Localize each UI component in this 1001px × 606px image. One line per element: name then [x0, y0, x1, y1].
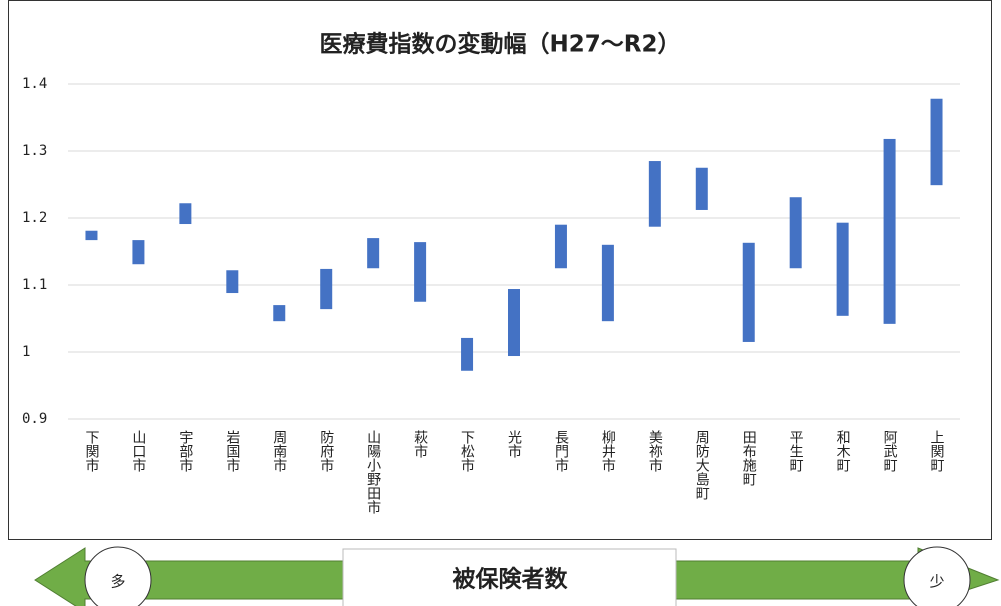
range-bar: [789, 197, 802, 269]
chart-title: 医療費指数の変動幅（H27〜R2）: [320, 31, 681, 58]
x-tick-label: 和木町: [835, 430, 851, 472]
range-bar: [695, 167, 708, 210]
range-bar: [461, 337, 474, 371]
y-tick-label: 1.1: [22, 277, 47, 293]
y-tick-label: 1.3: [22, 143, 47, 159]
x-tick-label: 山口市: [130, 430, 146, 472]
range-bar: [179, 203, 192, 225]
x-tick-label: 周防大島町: [694, 430, 710, 500]
x-tick-label: 宇部市: [177, 430, 193, 472]
x-tick-label: 下関市: [83, 430, 99, 472]
range-bar: [883, 138, 896, 324]
range-bar: [508, 289, 520, 357]
range-bar: [554, 224, 567, 269]
x-tick-label: 長門市: [553, 430, 569, 472]
x-tick-label: 阿武町: [882, 430, 898, 472]
range-bar: [273, 305, 286, 322]
y-tick-label: 0.9: [22, 411, 47, 427]
range-bar: [601, 244, 614, 322]
axis-label: 被保険者数: [453, 566, 569, 593]
x-tick-label: 山陽小野田市: [365, 430, 381, 514]
range-bar: [930, 98, 943, 186]
range-bar: [836, 222, 849, 316]
right-label: 少: [929, 573, 944, 591]
y-tick-label: 1.4: [22, 76, 47, 92]
x-tick-label: 下松市: [459, 430, 475, 472]
axis-label-box: [342, 548, 677, 606]
x-tick-label: 周南市: [271, 430, 287, 472]
y-tick-label: 1.2: [22, 210, 47, 226]
left-label: 多: [110, 573, 125, 591]
few-circle: [903, 546, 971, 606]
x-tick-label: 岩国市: [224, 430, 240, 472]
chart-frame: [8, 0, 992, 540]
x-tick-label: 柳井市: [600, 429, 616, 472]
range-bar: [742, 242, 755, 342]
range-bar: [367, 238, 380, 269]
x-tick-label: 田布施町: [741, 430, 757, 486]
range-bar: [132, 240, 145, 265]
range-bar: [414, 242, 427, 302]
x-tick-label: 防府市: [318, 430, 334, 472]
many-circle: [84, 546, 152, 606]
x-tick-label: 平生町: [788, 430, 804, 472]
x-tick-label: 光市: [506, 430, 522, 458]
range-bar: [648, 161, 661, 227]
x-tick-label: 上関町: [929, 430, 945, 472]
range-bar: [320, 268, 333, 310]
x-tick-label: 萩市: [412, 430, 428, 458]
x-tick-label: 美祢市: [647, 430, 663, 472]
range-bar: [226, 270, 239, 294]
range-bar: [85, 230, 98, 241]
y-tick-label: 1: [22, 344, 30, 360]
